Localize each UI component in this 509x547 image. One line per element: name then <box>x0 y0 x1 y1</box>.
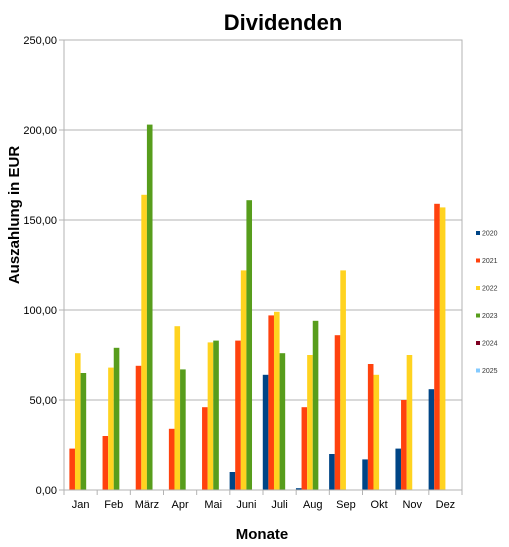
legend-label-2024: 2024 <box>482 341 498 348</box>
x-tick-label: Apr <box>172 499 189 511</box>
y-tick-label: 200,00 <box>23 125 57 137</box>
legend-label-2021: 2021 <box>482 258 498 265</box>
legend-swatch-2022 <box>476 286 480 290</box>
bar-2023-Mai <box>213 340 219 490</box>
bar-2022-Apr <box>174 326 181 490</box>
legend-swatch-2023 <box>476 313 480 318</box>
legend-swatch-2024 <box>476 341 480 345</box>
y-tick-label: 150,00 <box>23 215 57 227</box>
bars <box>69 124 446 491</box>
y-axis-title: Auszahlung in EUR <box>6 146 23 285</box>
x-tick-label: Nov <box>402 499 422 511</box>
y-tick-label: 0,00 <box>36 485 57 497</box>
y-axis-ticks: 0,00 50,00 100,00 150,00 200,00 250,00 <box>23 35 64 497</box>
legend-label-2025: 2025 <box>482 368 498 375</box>
bar-2023-März <box>146 124 153 490</box>
bar-2020-Dez <box>428 389 435 490</box>
bar-2020-Juli <box>262 374 269 490</box>
x-tick-label: Mai <box>204 499 222 511</box>
bar-2021-Mai <box>202 407 208 490</box>
x-tick-label: Juni <box>236 499 256 511</box>
bar-2021-Juli <box>268 315 274 490</box>
bar-2021-Nov <box>401 400 407 490</box>
bar-2021-Apr <box>168 428 175 490</box>
bar-2022-Mai <box>207 342 214 490</box>
x-axis-ticks: Jan Feb März Apr Mai Juni Juli Aug Sep Okt Nov Dez <box>63 490 463 511</box>
bar-2020-Aug <box>295 488 302 490</box>
y-tick-label: 100,00 <box>23 305 57 317</box>
bar-2021-Sep <box>334 335 341 490</box>
x-tick-label: Sep <box>336 499 356 511</box>
legend-label-2020: 2020 <box>482 231 498 238</box>
bar-2022-Juni <box>240 270 247 490</box>
x-tick-label: Juli <box>271 499 288 511</box>
x-tick-label: Aug <box>303 499 323 511</box>
bar-2021-Feb <box>102 436 109 490</box>
legend-label-2023: 2023 <box>482 313 498 320</box>
x-tick-label: Feb <box>104 499 123 511</box>
bar-2022-Juli <box>273 311 280 490</box>
bar-2022-Sep <box>340 270 346 490</box>
bar-2021-Juni <box>235 340 241 490</box>
bar-2020-Nov <box>395 448 402 490</box>
bar-2023-Feb <box>113 347 120 490</box>
bar-2023-Apr <box>180 369 186 490</box>
bar-2023-Juli <box>279 353 286 490</box>
bar-2022-Nov <box>406 355 413 490</box>
chart-title: Dividenden <box>224 10 343 35</box>
bar-2022-Feb <box>108 367 114 490</box>
y-tick-label: 50,00 <box>29 395 57 407</box>
bar-2023-Aug <box>312 320 319 490</box>
x-tick-label: Jan <box>72 499 90 511</box>
legend-swatch-2020 <box>476 231 480 235</box>
legend: 2020 2021 2022 2023 2024 2025 <box>476 231 498 375</box>
bar-2020-Sep <box>329 454 335 490</box>
bar-2020-Juni <box>229 472 236 490</box>
bar-2021-Aug <box>301 407 308 490</box>
bar-2022-März <box>141 194 147 491</box>
bar-2021-Jan <box>69 448 75 490</box>
bar-2021-Okt <box>367 364 374 490</box>
legend-label-2022: 2022 <box>482 286 498 293</box>
x-axis-title: Monate <box>236 526 289 543</box>
legend-swatch-2025 <box>476 368 480 373</box>
bar-2023-Jan <box>80 373 87 490</box>
bar-2021-März <box>135 365 142 490</box>
bar-2021-Dez <box>434 203 440 491</box>
bar-2022-Jan <box>74 353 81 490</box>
bar-2022-Okt <box>373 374 380 490</box>
legend-swatch-2021 <box>476 258 480 263</box>
bar-2023-Juni <box>246 200 253 490</box>
x-tick-label: Dez <box>436 499 456 511</box>
plot-area <box>63 39 463 491</box>
bar-2022-Dez <box>439 207 446 490</box>
x-tick-label: März <box>135 499 159 511</box>
y-tick-label: 250,00 <box>23 35 57 47</box>
x-tick-label: Okt <box>371 499 388 511</box>
bar-2020-Okt <box>362 459 368 490</box>
bar-2022-Aug <box>307 355 313 490</box>
